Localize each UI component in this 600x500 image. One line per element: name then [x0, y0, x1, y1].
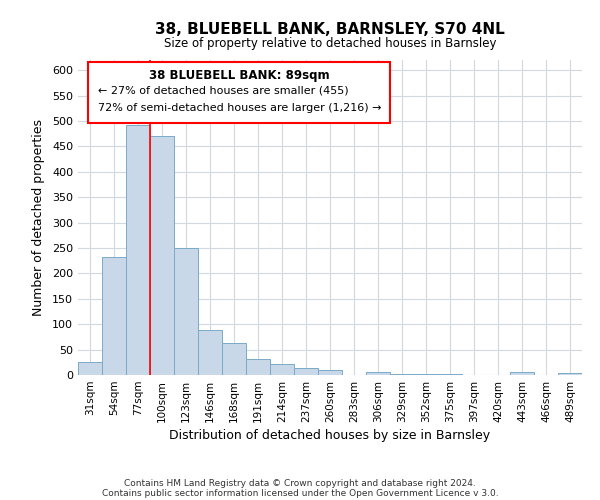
Bar [318, 370, 342, 375]
Text: Size of property relative to detached houses in Barnsley: Size of property relative to detached ho… [164, 38, 496, 51]
Text: 38 BLUEBELL BANK: 89sqm: 38 BLUEBELL BANK: 89sqm [149, 70, 329, 82]
Text: Contains HM Land Registry data © Crown copyright and database right 2024.: Contains HM Land Registry data © Crown c… [124, 478, 476, 488]
Bar [294, 368, 318, 375]
Text: 72% of semi-detached houses are larger (1,216) →: 72% of semi-detached houses are larger (… [98, 102, 382, 113]
Text: 38, BLUEBELL BANK, BARNSLEY, S70 4NL: 38, BLUEBELL BANK, BARNSLEY, S70 4NL [155, 22, 505, 38]
Bar [174, 248, 198, 375]
Bar [102, 256, 126, 375]
Bar [438, 374, 462, 375]
X-axis label: Distribution of detached houses by size in Barnsley: Distribution of detached houses by size … [169, 429, 491, 442]
FancyBboxPatch shape [88, 62, 391, 123]
Bar [198, 330, 222, 375]
Bar [390, 374, 414, 375]
Text: ← 27% of detached houses are smaller (455): ← 27% of detached houses are smaller (45… [98, 85, 349, 95]
Bar [558, 374, 582, 375]
Bar [222, 343, 246, 375]
Bar [270, 364, 294, 375]
Bar [510, 372, 534, 375]
Bar [126, 125, 150, 375]
Bar [366, 372, 390, 375]
Bar [78, 362, 102, 375]
Bar [414, 374, 438, 375]
Y-axis label: Number of detached properties: Number of detached properties [32, 119, 45, 316]
Text: Contains public sector information licensed under the Open Government Licence v : Contains public sector information licen… [101, 488, 499, 498]
Bar [246, 359, 270, 375]
Bar [150, 136, 174, 375]
